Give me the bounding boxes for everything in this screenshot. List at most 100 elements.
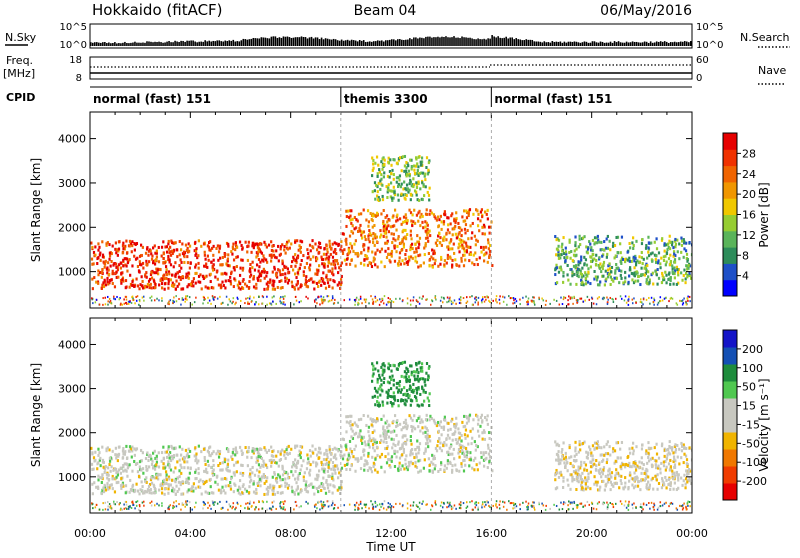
power-echo — [425, 230, 427, 233]
power-echo — [442, 301, 444, 303]
power-echo — [429, 229, 431, 232]
velocity-echo — [585, 487, 587, 490]
velocity-echo — [266, 476, 268, 479]
power-echo — [323, 253, 325, 256]
power-echo — [158, 299, 160, 301]
velocity-echo — [419, 393, 421, 396]
velocity-echo — [450, 420, 452, 423]
velocity-echo — [129, 479, 131, 482]
velocity-echo — [468, 419, 470, 422]
power-echo — [183, 255, 185, 258]
noise-sample — [670, 42, 672, 46]
power-echo — [483, 248, 485, 251]
noise-sample — [477, 38, 479, 46]
power-echo — [357, 220, 359, 223]
power-echo — [367, 235, 369, 238]
power-echo — [592, 253, 594, 256]
power-echo — [606, 297, 608, 299]
power-echo — [566, 256, 568, 259]
velocity-echo — [350, 427, 352, 430]
velocity-echo — [443, 426, 445, 429]
noise-sample — [686, 42, 688, 46]
noise-sample — [200, 42, 202, 46]
power-echo — [403, 243, 405, 246]
power-echo — [422, 198, 424, 201]
power-echo — [646, 257, 648, 260]
velocity-echo — [391, 438, 393, 441]
colorbar-cell — [723, 280, 737, 297]
velocity-echo — [374, 458, 376, 461]
power-echo — [326, 244, 328, 247]
velocity-echo — [138, 475, 140, 478]
power-echo — [168, 301, 170, 303]
power-echo — [423, 183, 425, 186]
power-echo — [561, 243, 563, 246]
power-echo — [422, 215, 424, 218]
velocity-echo — [487, 414, 489, 417]
power-echo — [411, 213, 413, 216]
velocity-echo — [429, 439, 431, 442]
velocity-echo — [375, 390, 377, 393]
power-echo — [207, 297, 209, 299]
velocity-echo — [488, 431, 490, 434]
power-echo — [627, 251, 629, 254]
power-echo — [180, 261, 182, 264]
power-echo — [575, 266, 577, 269]
power-echo — [401, 223, 403, 226]
power-echo — [637, 275, 639, 278]
power-echo — [334, 302, 336, 304]
power-echo — [602, 298, 604, 300]
velocity-echo — [396, 386, 398, 389]
velocity-echo — [139, 488, 141, 491]
power-echo — [513, 297, 515, 299]
velocity-echo — [158, 451, 160, 454]
noise-sample — [331, 40, 333, 46]
velocity-echo — [297, 477, 299, 480]
velocity-echo — [105, 489, 107, 492]
power-echo — [427, 240, 429, 243]
velocity-echo — [467, 434, 469, 437]
power-echo — [391, 250, 393, 253]
power-echo — [300, 263, 302, 266]
velocity-echo — [110, 484, 112, 487]
velocity-echo — [114, 490, 116, 493]
power-echo — [123, 298, 125, 300]
power-echo — [563, 256, 565, 259]
velocity-echo — [424, 384, 426, 387]
power-echo — [605, 278, 607, 281]
velocity-echo — [288, 484, 290, 487]
velocity-echo — [124, 462, 126, 465]
power-echo — [681, 279, 683, 282]
power-echo — [234, 248, 236, 251]
power-echo — [135, 258, 137, 261]
velocity-echo — [292, 461, 294, 464]
velocity-echo — [413, 370, 415, 373]
velocity-echo — [413, 456, 415, 459]
power-echo — [363, 243, 365, 246]
power-echo — [469, 208, 471, 211]
noise-sample — [238, 41, 240, 46]
velocity-echo — [423, 400, 425, 403]
power-echo — [662, 299, 664, 301]
noise-sample — [198, 42, 200, 46]
velocity-echo — [312, 452, 314, 455]
velocity-echo — [399, 457, 401, 460]
velocity-echo — [251, 471, 253, 474]
velocity-echo — [107, 466, 109, 469]
power-echo — [683, 269, 685, 272]
power-echo — [148, 280, 150, 283]
power-echo — [410, 304, 412, 306]
power-echo — [308, 279, 310, 282]
power-echo — [640, 267, 642, 270]
velocity-echo — [574, 449, 576, 452]
velocity-echo — [150, 455, 152, 458]
power-echo — [622, 281, 624, 284]
velocity-echo — [422, 420, 424, 423]
power-echo — [609, 240, 611, 243]
power-echo — [417, 220, 419, 223]
power-echo — [394, 239, 396, 242]
power-echo — [295, 296, 297, 298]
power-echo — [633, 244, 635, 247]
noise-sample — [345, 40, 347, 46]
power-echo — [475, 239, 477, 242]
